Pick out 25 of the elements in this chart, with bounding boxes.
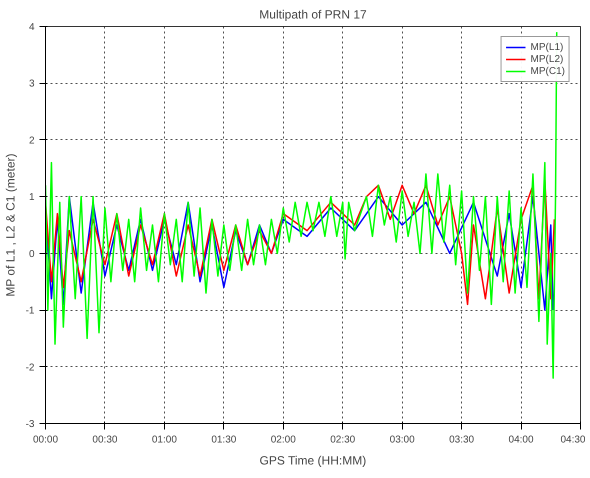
line-series xyxy=(46,196,554,311)
x-tick-label: 01:00 xyxy=(152,434,178,446)
x-tick-label: 04:30 xyxy=(560,434,586,446)
x-tick-label: 03:30 xyxy=(449,434,475,446)
x-tick-label: 02:00 xyxy=(270,434,296,446)
y-tick-label: 3 xyxy=(28,78,35,90)
legend-label: MP(L1) xyxy=(530,41,564,53)
x-tick-label: 02:30 xyxy=(330,434,356,446)
y-tick-label: 1 xyxy=(28,192,35,204)
y-tick-label: 0 xyxy=(28,248,35,260)
y-tick-label: -1 xyxy=(26,306,35,317)
legend-label: MP(C1) xyxy=(530,65,565,77)
legend-label: MP(L2) xyxy=(530,53,564,65)
y-axis-title: MP of L1 , L2 & C1 (meter) xyxy=(4,154,18,297)
y-tick-label: -3 xyxy=(26,419,35,430)
x-tick-label: 01:30 xyxy=(211,434,237,446)
chart-title: Multipath of PRN 17 xyxy=(259,8,368,22)
x-tick-label: 00:30 xyxy=(92,434,118,446)
x-tick-label: 04:00 xyxy=(508,434,534,446)
x-tick-label: 03:00 xyxy=(390,434,416,446)
y-tick-label: 2 xyxy=(28,135,35,146)
x-axis-title: GPS Time (HH:MM) xyxy=(260,454,366,468)
y-tick-label: -2 xyxy=(26,362,35,374)
x-tick-label: 00:00 xyxy=(32,434,58,446)
y-tick-label: 4 xyxy=(28,22,35,33)
